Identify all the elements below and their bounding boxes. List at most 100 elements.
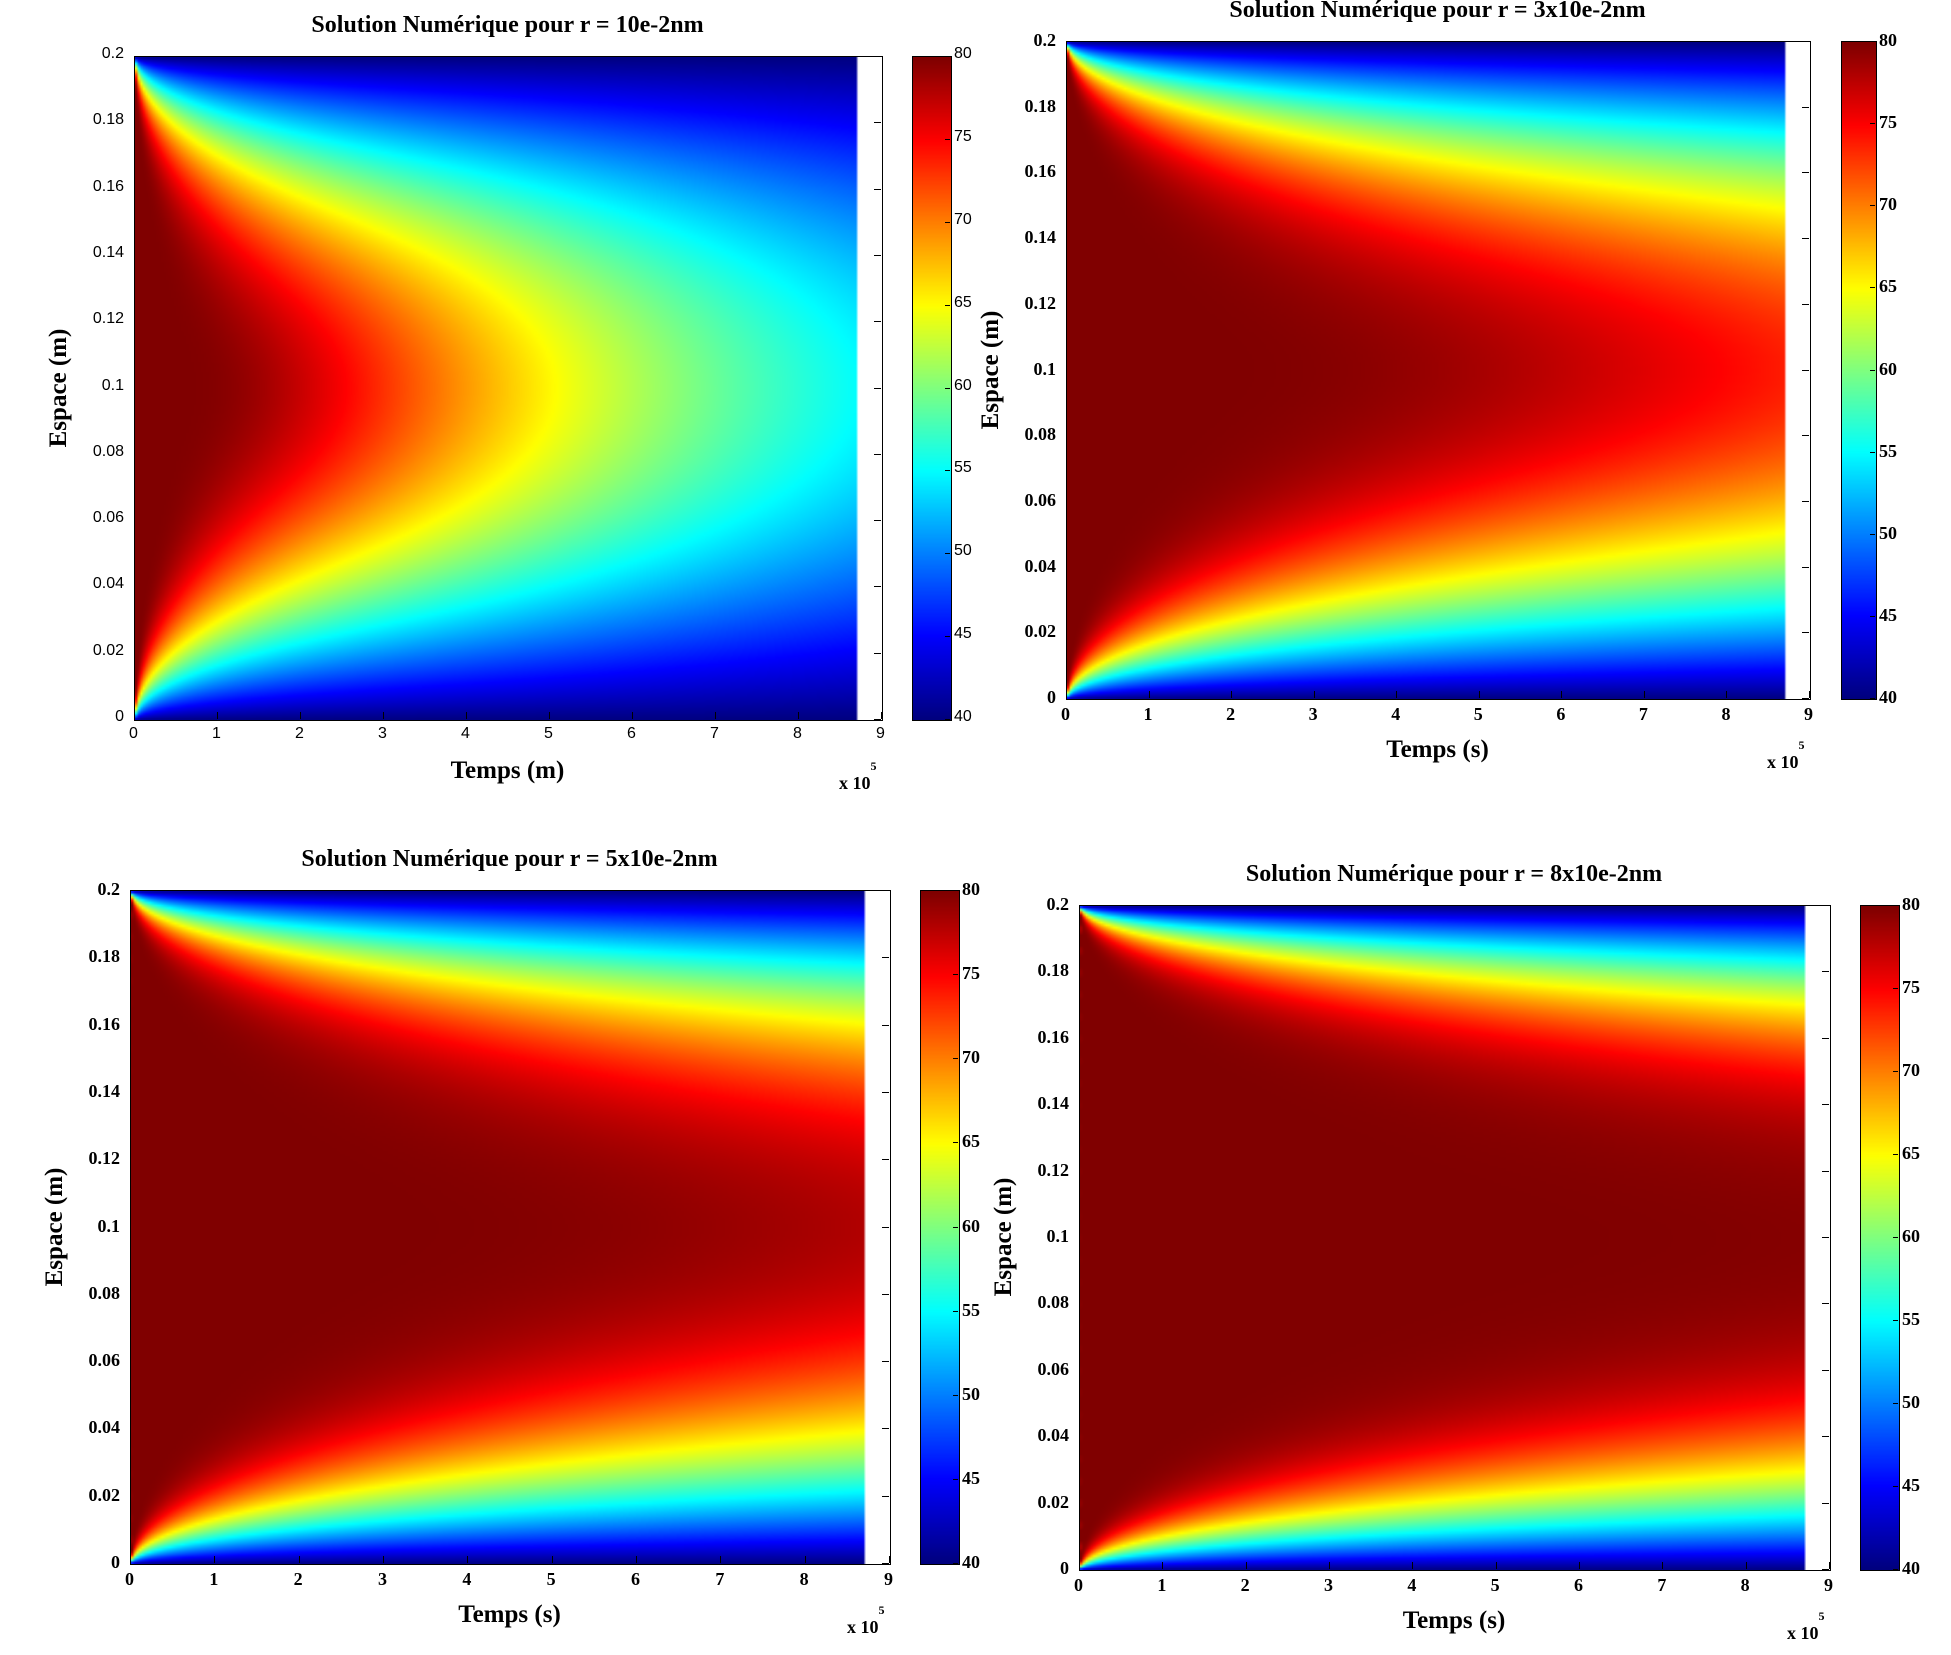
x-tick-label: 4 — [1391, 704, 1401, 724]
x-tick-label: 0 — [1074, 1575, 1083, 1595]
colorbar-tick-label: 50 — [954, 542, 972, 560]
y-tick-mark — [874, 321, 881, 323]
x-tick-mark — [1066, 691, 1067, 698]
y-axis-label: Espace (m) — [45, 328, 72, 447]
colorbar-tick-label: 80 — [962, 879, 980, 899]
y-tick-label: 0.12 — [1024, 292, 1057, 313]
x-axis-label: Temps (s) — [1386, 736, 1489, 763]
colorbar-tick-mark — [1893, 1071, 1898, 1072]
colorbar-tick-mark — [1893, 1569, 1898, 1570]
colorbar-tick-label: 80 — [1879, 30, 1897, 50]
x-tick-label: 1 — [209, 1569, 219, 1589]
colorbar-tick-mark — [945, 304, 950, 306]
y-tick-label: 0.18 — [1024, 95, 1057, 116]
x-axis-multiplier: x 105 — [847, 1603, 885, 1638]
y-tick-label: 0.12 — [1037, 1159, 1070, 1180]
exponent-text: 5 — [1818, 1609, 1825, 1623]
x-tick-label: 1 — [212, 725, 221, 742]
chart-title: Solution Numérique pour r = 10e-2nm — [311, 12, 704, 38]
y-tick-label: 0.2 — [1046, 894, 1070, 914]
y-tick-label: 0 — [1060, 1558, 1069, 1578]
x-tick-label: 8 — [799, 1569, 809, 1589]
x-axis-multiplier: x 105 — [839, 759, 877, 794]
x-tick-mark — [889, 1556, 890, 1563]
y-tick-label: 0.08 — [92, 442, 124, 460]
y-tick-label: 0 — [1047, 687, 1056, 707]
x-tick-mark — [1396, 691, 1398, 698]
x-tick-label: 9 — [1804, 704, 1813, 724]
x-tick-label: 0 — [1061, 704, 1070, 724]
y-tick-label: 0.14 — [88, 1080, 121, 1101]
colorbar-tick-mark — [1870, 205, 1875, 207]
colorbar-tick-label: 40 — [954, 708, 972, 725]
x-tick-mark — [1079, 1562, 1080, 1569]
x-tick-label: 6 — [631, 1569, 640, 1589]
y-tick-label: 0.16 — [88, 1013, 121, 1034]
multiplier-text: x 10 — [1767, 752, 1799, 772]
colorbar-tick-label: 55 — [954, 459, 972, 477]
heatmap-plot-area — [130, 890, 891, 1565]
colorbar-tick-mark — [1870, 533, 1875, 535]
y-tick-mark — [882, 1293, 889, 1295]
colorbar-tick-mark — [945, 387, 950, 389]
y-tick-label: 0.06 — [1037, 1358, 1070, 1379]
y-tick-mark — [874, 586, 881, 588]
x-tick-label: 5 — [544, 725, 553, 742]
exponent-text: 5 — [1798, 738, 1805, 752]
y-tick-mark — [882, 1428, 889, 1430]
colorbar-gradient — [1861, 906, 1899, 1570]
x-tick-label: 2 — [295, 725, 304, 742]
exponent-text: 5 — [878, 1603, 885, 1617]
colorbar-tick-mark — [953, 1394, 958, 1396]
x-tick-mark — [1478, 691, 1480, 698]
x-tick-mark — [298, 1556, 300, 1563]
x-tick-label: 9 — [876, 725, 885, 742]
colorbar-tick-mark — [1870, 369, 1875, 371]
y-tick-mark — [1802, 238, 1809, 240]
x-tick-label: 7 — [1638, 704, 1648, 724]
colorbar — [920, 890, 960, 1565]
y-tick-label: 0.2 — [101, 45, 124, 62]
y-tick-mark — [1802, 41, 1809, 42]
y-tick-mark — [874, 387, 881, 389]
colorbar-tick-mark — [953, 974, 958, 976]
multiplier-text: x 10 — [1787, 1623, 1819, 1643]
colorbar-tick-label: 60 — [1879, 358, 1897, 379]
colorbar-tick-mark — [945, 553, 950, 555]
x-tick-mark — [636, 1556, 637, 1563]
colorbar-tick-mark — [1893, 1320, 1898, 1321]
x-tick-mark — [881, 712, 882, 719]
y-axis-label: Espace (m) — [990, 1177, 1017, 1297]
y-tick-label: 0 — [115, 708, 124, 725]
colorbar-tick-label: 75 — [954, 127, 972, 145]
colorbar-gradient — [1842, 42, 1876, 699]
y-tick-mark — [1802, 303, 1809, 305]
x-tick-mark — [715, 712, 716, 719]
y-tick-label: 0.08 — [88, 1282, 121, 1303]
y-tick-mark — [874, 652, 881, 654]
y-axis-label: Espace (m) — [977, 310, 1004, 429]
y-tick-label: 0.12 — [92, 310, 124, 328]
colorbar-tick-label: 60 — [962, 1215, 980, 1236]
y-tick-mark — [1822, 1037, 1829, 1039]
y-tick-mark — [882, 957, 889, 959]
colorbar-tick-mark — [953, 1058, 958, 1060]
y-tick-mark — [1822, 971, 1829, 973]
y-tick-label: 0.18 — [92, 111, 124, 129]
colorbar-tick-label: 80 — [954, 45, 972, 62]
y-tick-label: 0.08 — [1024, 424, 1057, 445]
colorbar-tick-mark — [1893, 1403, 1898, 1404]
y-tick-mark — [874, 520, 881, 522]
x-tick-mark — [214, 1556, 216, 1563]
y-tick-label: 0.04 — [1024, 555, 1057, 576]
colorbar-tick-mark — [945, 138, 950, 140]
y-tick-label: 0.16 — [1037, 1026, 1070, 1047]
colorbar-tick-mark — [1893, 1486, 1898, 1487]
x-tick-mark — [467, 1556, 469, 1563]
x-axis-multiplier: x 105 — [1767, 738, 1805, 773]
x-tick-label: 4 — [462, 1569, 472, 1589]
colorbar-tick-mark — [953, 1226, 958, 1228]
y-tick-mark — [882, 890, 889, 891]
x-tick-mark — [1579, 1562, 1580, 1569]
y-tick-label: 0.16 — [1024, 161, 1057, 182]
